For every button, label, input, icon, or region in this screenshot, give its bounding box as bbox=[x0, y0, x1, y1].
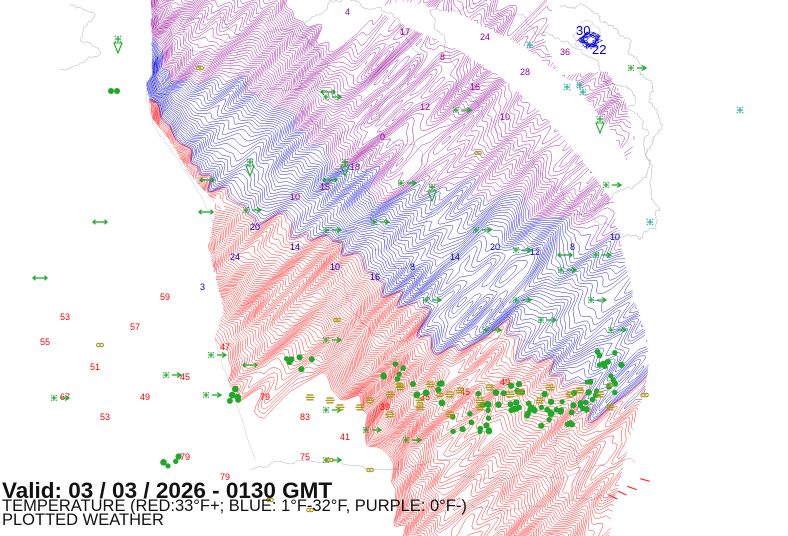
svg-text:0: 0 bbox=[380, 132, 385, 142]
svg-text:10: 10 bbox=[330, 262, 340, 272]
svg-text:28: 28 bbox=[520, 67, 530, 77]
svg-text:4: 4 bbox=[345, 7, 350, 17]
svg-text:53: 53 bbox=[60, 312, 70, 322]
svg-text:8: 8 bbox=[440, 52, 445, 62]
svg-text:14: 14 bbox=[450, 252, 460, 262]
svg-text:24: 24 bbox=[480, 32, 490, 42]
svg-text:79: 79 bbox=[260, 392, 270, 402]
svg-text:47: 47 bbox=[220, 342, 230, 352]
svg-text:55: 55 bbox=[40, 337, 50, 347]
svg-text:10: 10 bbox=[610, 232, 620, 242]
svg-text:10: 10 bbox=[500, 112, 510, 122]
svg-text:18: 18 bbox=[350, 162, 360, 172]
svg-text:15: 15 bbox=[320, 182, 330, 192]
svg-text:83: 83 bbox=[300, 412, 310, 422]
svg-text:22: 22 bbox=[592, 42, 606, 57]
svg-text:3: 3 bbox=[200, 282, 205, 292]
svg-text:20: 20 bbox=[250, 222, 260, 232]
svg-text:12: 12 bbox=[420, 102, 430, 112]
svg-text:8: 8 bbox=[570, 242, 575, 252]
svg-text:45: 45 bbox=[180, 372, 190, 382]
svg-text:57: 57 bbox=[130, 322, 140, 332]
svg-text:75: 75 bbox=[300, 452, 310, 462]
svg-text:39: 39 bbox=[380, 402, 390, 412]
svg-text:20: 20 bbox=[490, 242, 500, 252]
svg-text:41: 41 bbox=[340, 432, 350, 442]
svg-text:12: 12 bbox=[530, 247, 540, 257]
svg-text:53: 53 bbox=[100, 412, 110, 422]
svg-text:16: 16 bbox=[470, 82, 480, 92]
svg-text:14: 14 bbox=[290, 242, 300, 252]
svg-text:10: 10 bbox=[290, 192, 300, 202]
svg-text:51: 51 bbox=[90, 362, 100, 372]
svg-text:16: 16 bbox=[370, 272, 380, 282]
svg-text:49: 49 bbox=[140, 392, 150, 402]
svg-text:17: 17 bbox=[400, 27, 410, 37]
svg-text:59: 59 bbox=[160, 292, 170, 302]
svg-text:30: 30 bbox=[576, 23, 590, 38]
svg-text:36: 36 bbox=[560, 47, 570, 57]
svg-text:24: 24 bbox=[230, 252, 240, 262]
svg-text:8: 8 bbox=[410, 262, 415, 272]
